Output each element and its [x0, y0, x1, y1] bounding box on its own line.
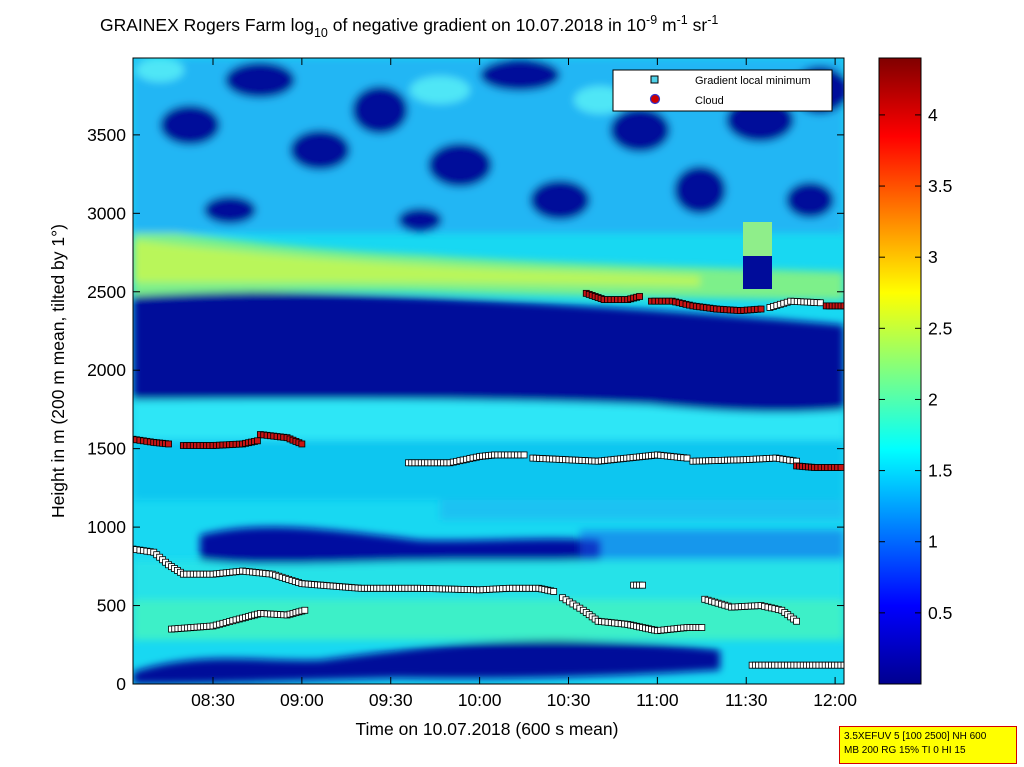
y-tick-label: 0: [116, 674, 126, 694]
cloud-marker: [840, 302, 844, 310]
gradient-minimum-marker: [639, 581, 646, 589]
gradient-minimum-marker: [301, 606, 309, 614]
x-axis: 08:30 09:00 09:30 10:00 10:30 11:00 11:30 12:00: [191, 58, 857, 710]
colorbar-tick-label: 3: [928, 247, 938, 267]
cloud-marker: [636, 293, 643, 300]
y-axis: 0 500 1000 1500 2000 2500 3000 3500: [87, 125, 844, 694]
colorbar-tick-label: 2: [928, 389, 938, 409]
y-tick-label: 2000: [87, 360, 126, 380]
x-tick-label: 08:30: [191, 690, 235, 710]
colorbar-tick-label: 3.5: [928, 176, 952, 196]
legend-box: [612, 69, 833, 112]
legend-marker-cloud: [649, 93, 661, 105]
x-tick-label: 11:00: [636, 690, 679, 710]
gradient-minimum-marker: [698, 624, 706, 631]
x-tick-label: 09:30: [369, 690, 413, 710]
y-tick-label: 1000: [87, 517, 126, 537]
marker-layer: [133, 289, 844, 669]
gradient-minimum-marker: [840, 661, 844, 669]
x-tick-label: 09:00: [280, 690, 324, 710]
colorbar-tick-label: 1: [928, 532, 938, 552]
settings-info-box: 3.5XEFUV 5 [100 2500] NH 600 MB 200 RG 1…: [839, 726, 1017, 764]
legend-label-minimum: Gradient local minimum: [695, 75, 811, 87]
info-line-2: MB 200 RG 15% TI 0 HI 15: [844, 745, 966, 756]
gradient-minimum-marker: [683, 454, 691, 462]
x-tick-label: 11:30: [725, 690, 768, 710]
plot-frame: [132, 57, 845, 685]
y-tick-label: 1500: [87, 439, 126, 459]
gradient-minimum-marker: [520, 451, 528, 459]
x-tick-label: 12:00: [813, 690, 857, 710]
colorbar-frame: [878, 57, 922, 685]
y-tick-label: 3500: [87, 125, 126, 145]
legend: Gradient local minimum Cloud: [612, 69, 833, 112]
legend-label-cloud: Cloud: [695, 95, 724, 107]
colorbar-tick-label: 2.5: [928, 318, 952, 338]
colorbar-tick-label: 1.5: [928, 461, 952, 481]
y-axis-label: Height in m (200 m mean, tilted by 1°): [48, 224, 68, 518]
x-tick-label: 10:00: [458, 690, 502, 710]
legend-marker-minimum: [650, 75, 659, 84]
colorbar-tick-label: 0.5: [928, 603, 952, 623]
y-tick-label: 3000: [87, 203, 126, 223]
gradient-minimum-marker: [793, 617, 800, 625]
x-axis-label: Time on 10.07.2018 (600 s mean): [356, 719, 619, 739]
y-tick-label: 500: [97, 596, 126, 616]
cloud-marker: [757, 305, 765, 313]
x-tick-label: 10:30: [547, 690, 591, 710]
cloud-marker: [837, 464, 844, 471]
y-tick-label: 2500: [87, 282, 126, 302]
gradient-minimum-marker: [816, 299, 824, 307]
colorbar: [879, 58, 921, 684]
colorbar-tick-label: 4: [928, 105, 938, 125]
cloud-marker: [298, 440, 306, 448]
info-line-1: 3.5XEFUV 5 [100 2500] NH 600: [844, 731, 987, 742]
cloud-marker: [165, 440, 172, 448]
chart-title: GRAINEX Rogers Farm log10 of negative gr…: [100, 13, 718, 40]
gradient-minimum-marker: [550, 588, 558, 595]
cloud-marker: [254, 437, 261, 445]
colorbar-ticks: 0.5 1 1.5 2 2.5 3 3.5 4: [879, 105, 952, 623]
